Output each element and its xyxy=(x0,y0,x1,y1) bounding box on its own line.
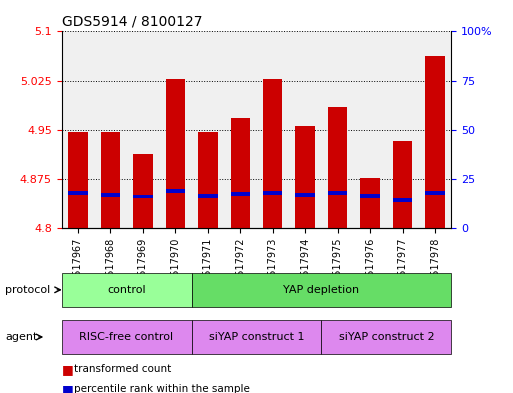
Bar xyxy=(393,141,412,228)
Text: siYAP construct 1: siYAP construct 1 xyxy=(209,332,304,342)
Bar xyxy=(166,189,185,193)
Bar xyxy=(68,132,88,228)
Bar xyxy=(425,56,445,228)
Text: siYAP construct 2: siYAP construct 2 xyxy=(339,332,435,342)
Text: transformed count: transformed count xyxy=(74,364,172,375)
Bar xyxy=(328,191,347,195)
Bar xyxy=(328,107,347,228)
Bar xyxy=(361,194,380,198)
Text: percentile rank within the sample: percentile rank within the sample xyxy=(74,384,250,393)
Bar xyxy=(101,193,120,196)
Bar xyxy=(230,118,250,228)
Bar xyxy=(263,79,283,228)
Bar xyxy=(133,154,152,228)
Bar xyxy=(295,126,315,228)
Bar xyxy=(198,194,218,198)
Bar xyxy=(68,191,88,195)
Bar xyxy=(295,193,315,196)
Bar xyxy=(101,132,120,228)
Text: YAP depletion: YAP depletion xyxy=(283,285,360,295)
Bar xyxy=(198,132,218,228)
Text: ■: ■ xyxy=(62,363,73,376)
Text: agent: agent xyxy=(5,332,37,342)
Text: ■: ■ xyxy=(62,382,73,393)
Text: protocol: protocol xyxy=(5,285,50,295)
Bar xyxy=(230,192,250,196)
Bar xyxy=(166,79,185,228)
Bar xyxy=(263,191,283,195)
Bar xyxy=(133,195,152,198)
Bar xyxy=(393,198,412,202)
Bar xyxy=(425,191,445,195)
Text: RISC-free control: RISC-free control xyxy=(80,332,173,342)
Text: GDS5914 / 8100127: GDS5914 / 8100127 xyxy=(62,15,202,29)
Bar xyxy=(361,178,380,228)
Text: control: control xyxy=(107,285,146,295)
